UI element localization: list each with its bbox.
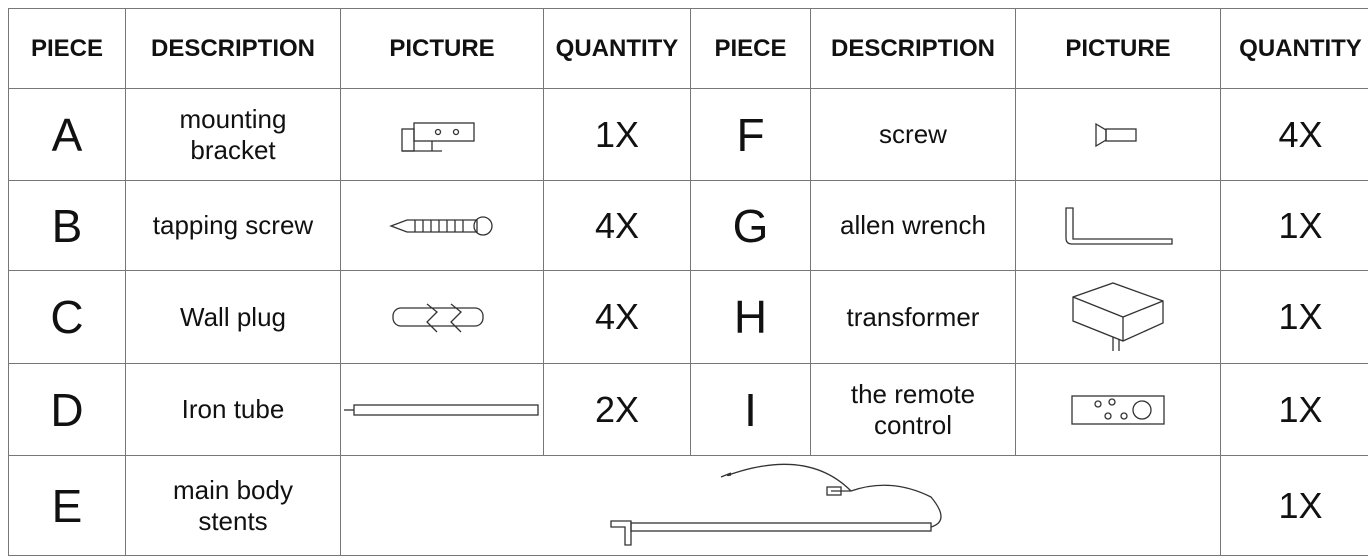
stent-icon <box>601 461 961 551</box>
piece: F <box>691 89 811 181</box>
text: the remote <box>811 379 1015 410</box>
header-cell: QUANTITY <box>1221 9 1368 89</box>
piece: A <box>9 89 126 181</box>
picture <box>341 89 544 181</box>
text: screw <box>811 119 1015 150</box>
quantity: 1X <box>1221 271 1368 364</box>
text: main body <box>126 475 340 506</box>
description: allen wrench <box>811 181 1016 271</box>
text: control <box>811 410 1015 441</box>
parts-table: PIECE DESCRIPTION PICTURE QUANTITY PIECE… <box>8 8 1368 556</box>
header-cell: PIECE <box>9 9 126 89</box>
tube-icon <box>342 400 542 420</box>
header-cell: PICTURE <box>341 9 544 89</box>
description: Iron tube <box>126 364 341 456</box>
piece: B <box>9 181 126 271</box>
description: Wall plug <box>126 271 341 364</box>
tapping-screw-icon <box>387 211 497 241</box>
screw-icon <box>1088 120 1148 150</box>
page: PIECE DESCRIPTION PICTURE QUANTITY PIECE… <box>0 0 1368 543</box>
piece: I <box>691 364 811 456</box>
picture <box>341 181 544 271</box>
header-row: PIECE DESCRIPTION PICTURE QUANTITY PIECE… <box>9 9 1368 89</box>
description: transformer <box>811 271 1016 364</box>
remote-icon <box>1068 390 1168 430</box>
quantity: 1X <box>1221 364 1368 456</box>
text: Wall plug <box>126 302 340 333</box>
description: screw <box>811 89 1016 181</box>
text: transformer <box>811 302 1015 333</box>
picture <box>1016 271 1221 364</box>
description: tapping screw <box>126 181 341 271</box>
picture <box>1016 364 1221 456</box>
row: B tapping screw 4X G allen wrench 1X <box>9 181 1368 271</box>
quantity: 1X <box>1221 181 1368 271</box>
header-cell: DESCRIPTION <box>811 9 1016 89</box>
header-cell: PICTURE <box>1016 9 1221 89</box>
piece: E <box>9 456 126 556</box>
picture <box>341 271 544 364</box>
piece: C <box>9 271 126 364</box>
header-cell: QUANTITY <box>544 9 691 89</box>
quantity: 2X <box>544 364 691 456</box>
picture <box>341 456 1221 556</box>
text: Iron tube <box>126 394 340 425</box>
quantity: 4X <box>1221 89 1368 181</box>
piece: G <box>691 181 811 271</box>
wall-plug-icon <box>387 300 497 334</box>
transformer-icon <box>1063 277 1173 357</box>
piece: H <box>691 271 811 364</box>
text: bracket <box>126 135 340 166</box>
picture <box>1016 181 1221 271</box>
quantity: 4X <box>544 271 691 364</box>
wrench-icon <box>1058 204 1178 248</box>
text: stents <box>126 506 340 537</box>
piece: D <box>9 364 126 456</box>
header-cell: DESCRIPTION <box>126 9 341 89</box>
bracket-icon <box>392 115 492 155</box>
row: C Wall plug 4X H transformer 1X <box>9 271 1368 364</box>
picture <box>341 364 544 456</box>
quantity: 1X <box>544 89 691 181</box>
text: allen wrench <box>811 210 1015 241</box>
text: tapping screw <box>126 210 340 241</box>
quantity: 4X <box>544 181 691 271</box>
header-cell: PIECE <box>691 9 811 89</box>
picture <box>1016 89 1221 181</box>
text: mounting <box>126 104 340 135</box>
quantity: 1X <box>1221 456 1368 556</box>
